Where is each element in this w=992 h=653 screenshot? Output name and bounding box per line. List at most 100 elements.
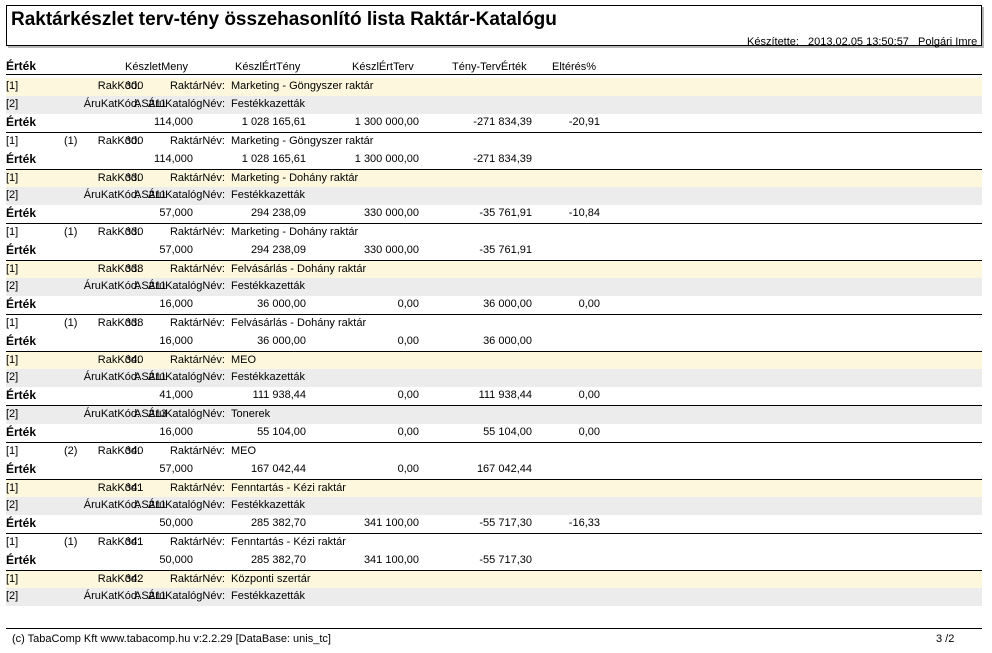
name-label: RaktárNév:: [169, 317, 225, 329]
code-label: RakKód:: [97, 80, 140, 92]
row-level-label: [1]: [6, 482, 19, 494]
name-label: ÁruKatalógNév:: [147, 371, 225, 383]
value-v3: 0,00: [397, 298, 419, 310]
code-label: RakKód:: [97, 263, 140, 275]
name-label: RaktárNév:: [169, 263, 225, 275]
value-v2: 285 382,70: [250, 517, 306, 529]
row-level-label: [2]: [6, 280, 19, 292]
value-v4: -55 717,30: [479, 517, 532, 529]
group-row-level2: [2] ÁruKatKód: AS211 ÁruKatalógNév: Festékka…: [6, 369, 982, 387]
value-v4: -35 761,91: [479, 244, 532, 256]
row-level-label: Érték: [6, 516, 37, 530]
name-label: RaktárNév:: [169, 445, 225, 457]
value-row: Érték 57,000 167 042,44 0,00 167 042,44: [6, 461, 982, 479]
code-value: AS211: [134, 499, 167, 511]
row-level-label: Érték: [6, 388, 37, 402]
group-row-level1: [1] RakKód: 341 RaktárNév: Fenntartás - Kézi…: [6, 479, 982, 497]
value-v2: 36 000,00: [257, 298, 306, 310]
value-row: Érték 16,000 36 000,00 0,00 36 000,00 0,00: [6, 296, 982, 314]
name-value: Fenntartás - Kézi raktár: [231, 536, 346, 548]
code-label: RakKód:: [97, 573, 140, 585]
value-v1: 57,000: [159, 463, 193, 475]
value-v2: 167 042,44: [250, 463, 306, 475]
code-label: RakKód:: [97, 226, 140, 238]
code-label: RakKód:: [97, 482, 140, 494]
column-header-keszl-ert-teny: KészlÉrtTény: [235, 61, 301, 73]
name-value: Tonerek: [231, 408, 271, 420]
code-value: AS213: [134, 408, 168, 420]
name-value: MEO: [231, 354, 257, 366]
name-label: RaktárNév:: [169, 80, 225, 92]
value-v3: 1 300 000,00: [354, 116, 419, 128]
name-label: RaktárNév:: [169, 172, 225, 184]
name-label: ÁruKatalógNév:: [147, 408, 225, 420]
value-v5: 0,00: [578, 389, 600, 401]
value-v1: 50,000: [159, 517, 193, 529]
report-title-box: Raktárkészlet terv-tény összehasonlító l…: [6, 5, 982, 48]
value-row: Érték 50,000 285 382,70 341 100,00 -55 717,3…: [6, 515, 982, 533]
row-level-label: [1]: [6, 573, 19, 585]
name-label: ÁruKatalógNév:: [147, 98, 225, 110]
value-v4: -55 717,30: [479, 554, 532, 566]
value-v1: 50,000: [159, 554, 193, 566]
group-row-level1: [1] RakKód: 330 RaktárNév: Marketing - Dohán…: [6, 169, 982, 187]
code-label: ÁruKatKód:: [83, 499, 140, 511]
name-label: RaktárNév:: [169, 135, 225, 147]
code-label: ÁruKatKód:: [83, 189, 140, 201]
name-label: RaktárNév:: [169, 536, 225, 548]
row-level-label: Érték: [6, 553, 37, 567]
value-row: Érték 114,000 1 028 165,61 1 300 000,00 -271…: [6, 114, 982, 132]
value-v2: 55 104,00: [257, 426, 306, 438]
name-value: Felvásárlás - Dohány raktár: [231, 263, 367, 275]
value-v1: 57,000: [159, 244, 193, 256]
report-title: Raktárkészlet terv-tény összehasonlító l…: [11, 9, 557, 30]
name-value: Festékkazetták: [231, 371, 305, 383]
value-v2: 36 000,00: [257, 335, 306, 347]
group-row-level2: [2] ÁruKatKód: AS211 ÁruKatalógNév: Festékka…: [6, 278, 982, 296]
value-v5: 0,00: [578, 426, 600, 438]
group-count: (2): [64, 445, 78, 457]
value-v4: 36 000,00: [483, 335, 532, 347]
value-v2: 294 238,09: [250, 244, 306, 256]
code-label: RakKód:: [97, 445, 140, 457]
code-value: 342: [125, 573, 144, 585]
name-label: ÁruKatalógNév:: [147, 189, 225, 201]
group-row-level1: [1] RakKód: 300 RaktárNév: Marketing - Göngy…: [6, 78, 982, 96]
value-v1: 114,000: [154, 116, 193, 128]
row-level-label: [1]: [6, 354, 19, 366]
value-v2: 1 028 165,61: [241, 116, 306, 128]
made-user: Polgári Imre: [918, 36, 978, 48]
report-rows: [1] RakKód: 300 RaktárNév: Marketing - Göngy…: [6, 78, 982, 606]
column-header-keszl-ert-terv: KészlÉrtTerv: [352, 61, 414, 73]
value-v1: 16,000: [159, 426, 193, 438]
value-v1: 114,000: [154, 153, 193, 165]
value-v1: 41,000: [159, 389, 193, 401]
value-v4: 36 000,00: [483, 298, 532, 310]
row-level-label: [1]: [6, 80, 19, 92]
code-value: 330: [125, 226, 144, 238]
row-level-label: [1]: [6, 445, 19, 457]
value-v4: -271 834,39: [473, 153, 532, 165]
code-value: 340: [125, 445, 144, 457]
code-value: 341: [125, 482, 144, 494]
row-level-label: Érték: [6, 425, 37, 439]
name-label: RaktárNév:: [169, 573, 225, 585]
group-row-level2: [2] ÁruKatKód: AS211 ÁruKatalógNév: Festékka…: [6, 497, 982, 515]
value-row: Érték 114,000 1 028 165,61 1 300 000,00 -271…: [6, 151, 982, 169]
row-level-label: Érték: [6, 206, 37, 220]
value-v3: 0,00: [397, 426, 419, 438]
row-level-label: [2]: [6, 371, 19, 383]
name-value: MEO: [231, 445, 257, 457]
made-date: 2013.02.05 13:50:57: [808, 36, 909, 48]
value-row: Érték 57,000 294 238,09 330 000,00 -35 761,9…: [6, 242, 982, 260]
row-level-label: Érték: [6, 115, 37, 129]
code-value: 341: [125, 536, 144, 548]
code-value: AS211: [134, 98, 167, 110]
group-row-level2: [2] ÁruKatKód: AS211 ÁruKatalógNév: Festékka…: [6, 96, 982, 114]
row-level-label: [1]: [6, 135, 19, 147]
summary-row-level1: [1] (1) RakKód: 300 RaktárNév: Marketing - Gö…: [6, 132, 982, 151]
group-count: (1): [64, 226, 78, 238]
code-value: AS211: [134, 189, 167, 201]
value-v3: 0,00: [397, 389, 419, 401]
column-header-ertek: Érték: [6, 59, 37, 73]
